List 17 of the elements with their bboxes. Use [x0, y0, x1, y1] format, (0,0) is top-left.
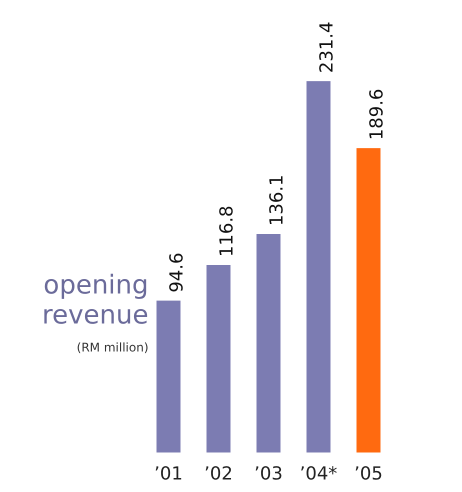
- x-tick-label: ’04*: [300, 464, 338, 484]
- data-label: 116.8: [216, 205, 238, 258]
- bar: [206, 265, 230, 452]
- bar: [156, 300, 180, 452]
- bar: [256, 234, 280, 452]
- x-tick-label: ’01: [154, 464, 183, 484]
- x-tick-label: ’02: [204, 464, 233, 484]
- x-tick-label: ’05: [354, 464, 383, 484]
- data-label: 231.4: [316, 22, 338, 74]
- text: (RM million): [76, 340, 148, 354]
- bar: [356, 148, 380, 452]
- data-label: 94.6: [166, 252, 188, 293]
- data-label: 136.1: [266, 174, 288, 226]
- x-tick-label: ’03: [254, 464, 283, 484]
- data-label: 189.6: [366, 88, 388, 140]
- text: opening revenue: [42, 270, 149, 330]
- bar: [306, 81, 330, 452]
